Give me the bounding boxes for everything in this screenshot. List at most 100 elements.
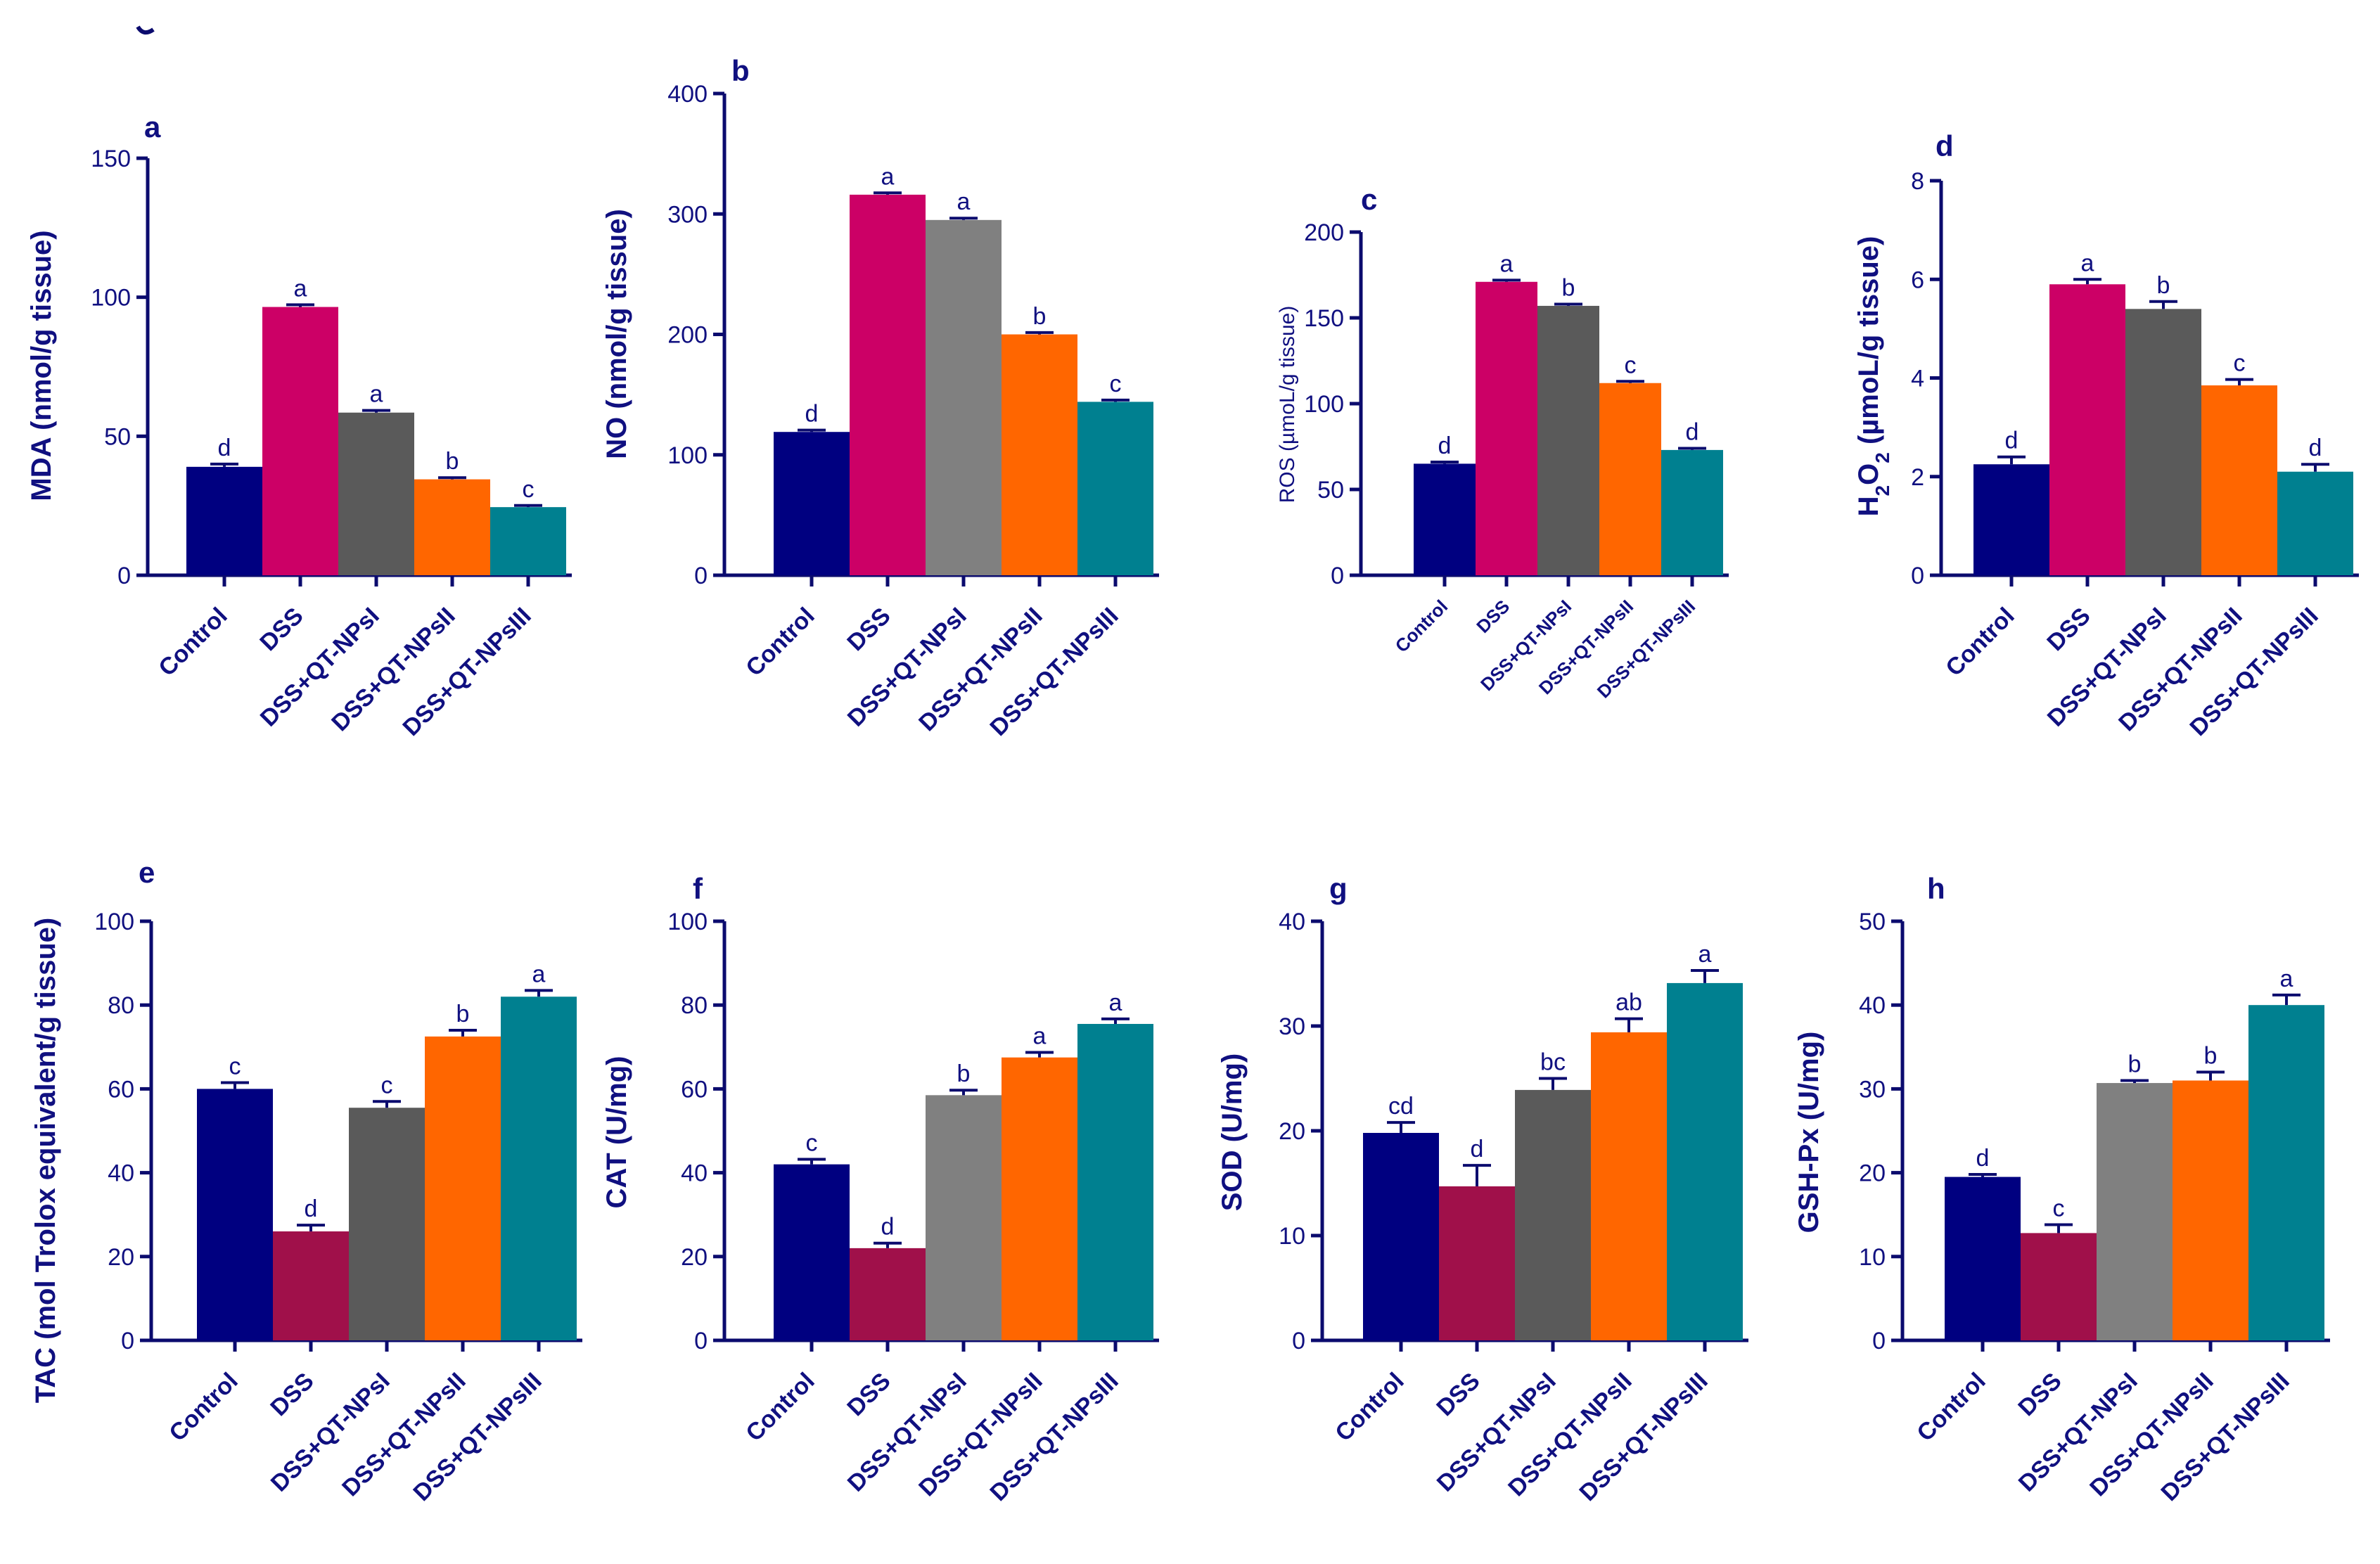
significance-letter: a xyxy=(1033,1023,1047,1050)
significance-letter: a xyxy=(1500,250,1514,277)
panel-letter: d xyxy=(1936,129,1954,162)
y-tick-label: 50 xyxy=(1859,909,1886,935)
bar xyxy=(2173,1080,2248,1340)
y-tick-label: 80 xyxy=(681,992,708,1019)
significance-letter: a xyxy=(294,275,307,302)
panel-letter: h xyxy=(1927,872,1945,905)
y-tick-label: 80 xyxy=(108,992,134,1019)
category-label: DSS+QT-NPsIII xyxy=(397,603,536,741)
panel-letter: a xyxy=(144,110,161,143)
chart-panel-e: 020406080100cControldDSScDSS+QT-NPsIbDSS… xyxy=(30,856,582,1506)
y-tick-label: 50 xyxy=(104,423,131,450)
chart-panel-b: 0100200300400dControlaDSSaDSS+QT-NPsIbDS… xyxy=(601,54,1159,741)
significance-letter: a xyxy=(370,381,383,408)
bar xyxy=(273,1231,349,1340)
bar xyxy=(2125,309,2201,575)
category-label: DSS xyxy=(265,1368,319,1421)
significance-letter: c xyxy=(523,476,535,503)
category-label: DSS xyxy=(2013,1368,2066,1421)
significance-letter: c xyxy=(2053,1196,2065,1222)
y-tick-label: 100 xyxy=(94,909,134,935)
panel-letter: g xyxy=(1329,872,1348,905)
bar xyxy=(2201,385,2277,575)
y-tick-label: 30 xyxy=(1859,1076,1886,1103)
significance-letter: d xyxy=(1438,432,1452,459)
y-tick-label: 100 xyxy=(1304,391,1344,418)
panel-letter: f xyxy=(693,872,703,905)
y-tick-label: 200 xyxy=(667,322,708,349)
significance-letter: c xyxy=(806,1130,818,1157)
significance-letter: cd xyxy=(1388,1093,1414,1120)
bar xyxy=(774,432,850,575)
y-tick-label: 0 xyxy=(121,1328,134,1354)
y-tick-label: 150 xyxy=(91,146,131,172)
y-tick-label: 300 xyxy=(667,201,708,228)
significance-letter: b xyxy=(456,1001,470,1027)
bar xyxy=(1515,1089,1591,1340)
bar xyxy=(262,307,338,575)
chart-panel-c: 050100150200dControlaDSSbDSS+QT-NPsIcDSS… xyxy=(1276,183,1729,703)
y-axis-label-part: H xyxy=(1853,496,1884,516)
category-label: DSS+QT-NPsIII xyxy=(985,1368,1123,1506)
y-tick-label: 6 xyxy=(1911,267,1924,293)
category-label: Control xyxy=(741,1368,819,1447)
y-tick-label: 0 xyxy=(1872,1328,1886,1354)
bar xyxy=(1661,449,1723,575)
bar xyxy=(1945,1177,2021,1340)
bar xyxy=(338,412,414,575)
y-tick-label: 40 xyxy=(1859,992,1886,1019)
y-tick-label: 0 xyxy=(1292,1328,1305,1354)
y-tick-label: 20 xyxy=(1859,1160,1886,1187)
chart-panel-g: 010203040cdControldDSSbcDSS+QT-NPsIabDSS… xyxy=(1217,872,1748,1506)
category-label: DSS+QT-NPsIII xyxy=(1574,1368,1713,1506)
bar xyxy=(2248,1005,2324,1340)
y-tick-label: 0 xyxy=(694,1328,708,1354)
y-axis-label: CAT (U/mg) xyxy=(601,1056,632,1209)
bar xyxy=(1002,334,1077,575)
significance-letter: d xyxy=(881,1214,895,1241)
category-label: Control xyxy=(164,1368,243,1447)
y-tick-label: 0 xyxy=(1331,563,1344,589)
category-label: Control xyxy=(1940,603,2019,681)
significance-letter: d xyxy=(2309,435,2322,461)
significance-letter: a xyxy=(2280,966,2293,992)
bar xyxy=(349,1108,425,1340)
y-axis-label: ROS (µmoL/g tissue) xyxy=(1276,306,1299,504)
significance-letter: a xyxy=(881,163,895,190)
y-tick-label: 100 xyxy=(667,909,708,935)
y-tick-label: 8 xyxy=(1911,168,1924,195)
significance-letter: a xyxy=(957,188,971,215)
significance-letter: b xyxy=(2157,272,2170,299)
chart-panel-a: 050100150dControlaDSSaDSS+QT-NPsIbDSS+QT… xyxy=(26,110,572,741)
significance-letter: b xyxy=(1033,303,1047,330)
y-axis-label: GSH-Px (U/mg) xyxy=(1793,1032,1824,1233)
y-tick-label: 150 xyxy=(1304,305,1344,332)
significance-letter: b xyxy=(1562,274,1575,301)
significance-letter: d xyxy=(1471,1136,1484,1162)
y-tick-label: 200 xyxy=(1304,219,1344,246)
significance-letter: a xyxy=(1698,941,1712,968)
bar xyxy=(414,479,490,575)
y-tick-label: 40 xyxy=(1279,909,1305,935)
bar xyxy=(2021,1233,2097,1340)
bar xyxy=(1591,1032,1667,1340)
y-axis-label: NO (nmol/g tissue) xyxy=(601,209,632,459)
category-label: Control xyxy=(1330,1368,1409,1447)
bar xyxy=(501,996,577,1340)
bar xyxy=(1002,1057,1077,1340)
y-tick-label: 40 xyxy=(108,1160,134,1187)
y-tick-label: 100 xyxy=(667,442,708,469)
bar xyxy=(1599,383,1661,575)
category-label: DSS+QT-NPsIII xyxy=(408,1368,546,1506)
significance-letter: b xyxy=(2128,1051,2142,1077)
y-tick-label: 20 xyxy=(681,1244,708,1271)
significance-letter: ab xyxy=(1616,989,1642,1016)
y-tick-label: 40 xyxy=(681,1160,708,1187)
y-axis-label-part: 2 xyxy=(1872,485,1893,496)
bar xyxy=(1414,463,1476,575)
bar xyxy=(1363,1132,1439,1340)
bar xyxy=(186,466,262,575)
category-label: DSS xyxy=(255,603,308,656)
bar xyxy=(850,194,926,576)
y-axis-label-part: 2 xyxy=(1872,452,1893,463)
